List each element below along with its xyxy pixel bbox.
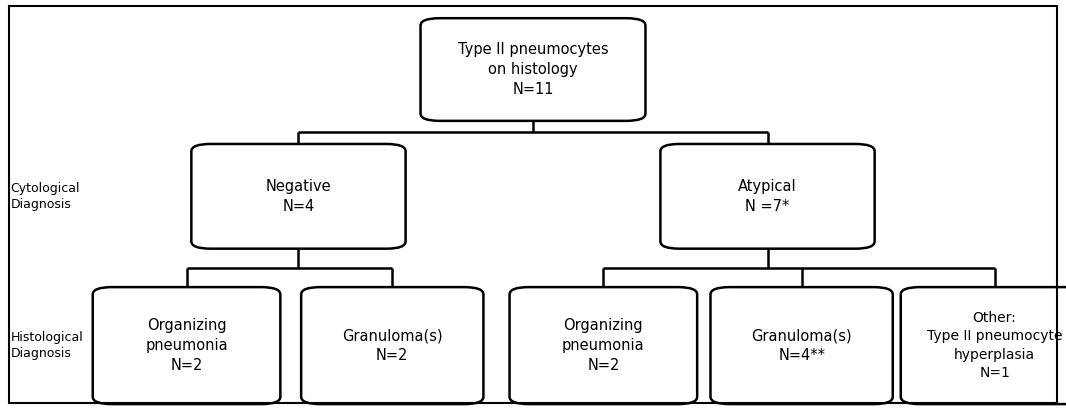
Text: Type II pneumocytes
on histology
N=11: Type II pneumocytes on histology N=11	[457, 42, 609, 97]
Text: Organizing
pneumonia
N=2: Organizing pneumonia N=2	[562, 318, 645, 373]
FancyBboxPatch shape	[510, 287, 697, 404]
FancyBboxPatch shape	[93, 287, 280, 404]
Text: Other:
Type II pneumocyte
hyperplasia
N=1: Other: Type II pneumocyte hyperplasia N=…	[926, 311, 1063, 380]
Text: Cytological
Diagnosis: Cytological Diagnosis	[11, 182, 80, 211]
Text: Atypical
N =7*: Atypical N =7*	[739, 179, 796, 214]
Text: Negative
N=4: Negative N=4	[265, 179, 332, 214]
FancyBboxPatch shape	[710, 287, 892, 404]
FancyBboxPatch shape	[420, 18, 645, 121]
FancyBboxPatch shape	[192, 144, 406, 249]
Text: Histological
Diagnosis: Histological Diagnosis	[11, 331, 83, 360]
FancyBboxPatch shape	[660, 144, 874, 249]
FancyBboxPatch shape	[901, 287, 1066, 404]
Text: Organizing
pneumonia
N=2: Organizing pneumonia N=2	[145, 318, 228, 373]
Text: Granuloma(s)
N=4**: Granuloma(s) N=4**	[752, 328, 852, 363]
FancyBboxPatch shape	[301, 287, 483, 404]
Text: Granuloma(s)
N=2: Granuloma(s) N=2	[342, 328, 442, 363]
